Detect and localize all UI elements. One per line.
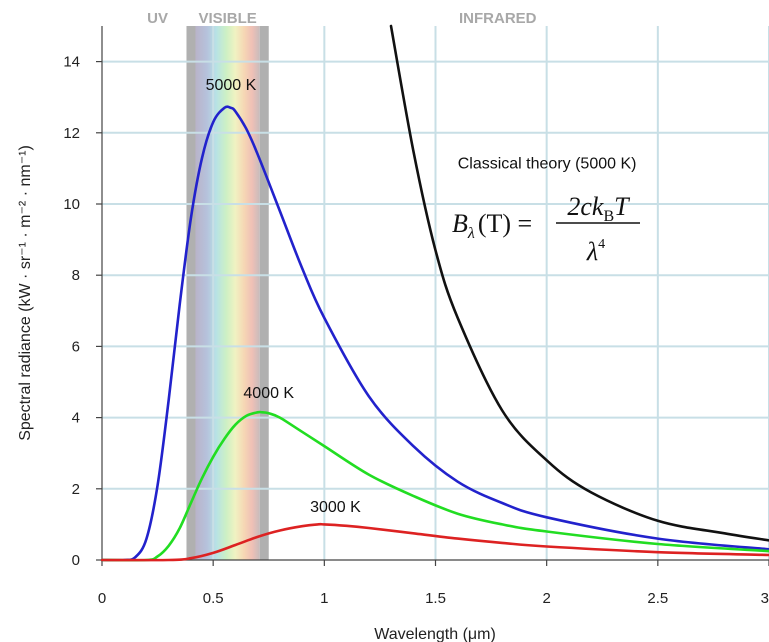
y-tick-label: 4 [72, 410, 80, 427]
y-tick-label: 2 [72, 481, 80, 498]
tick-labels: 0 0.5 1 1.5 2 2.5 3 0 2 4 6 8 10 12 14 [63, 54, 769, 607]
series-line-4000-k [100, 410, 769, 562]
visible-band-right-edge [259, 26, 269, 560]
y-tick-label: 12 [63, 125, 80, 142]
x-tick-label: 2 [542, 590, 550, 607]
y-tick-label: 14 [63, 54, 80, 71]
formula-lhs: Bλ (T) = [452, 209, 532, 242]
formula-denominator: λ4 [586, 237, 605, 266]
x-tick-label: 3 [761, 590, 769, 607]
curve-label: 4000 K [243, 385, 294, 402]
y-tick-label: 0 [72, 552, 80, 569]
y-tick-label: 8 [72, 267, 80, 284]
band-label-infrared: INFRARED [459, 10, 537, 27]
formula-numerator: 2ckBT [567, 192, 630, 225]
curve-label: 3000 K [310, 499, 361, 516]
curve-labels: 5000 K 4000 K 3000 K Classical theory (5000… [206, 77, 637, 516]
visible-band-left-edge [186, 26, 196, 560]
x-tick-label: 0 [98, 590, 106, 607]
x-axis-label: Wavelength (μm) [374, 626, 496, 642]
grid [102, 26, 769, 560]
x-tick-label: 2.5 [647, 590, 668, 607]
band-label-visible: VISIBLE [198, 10, 256, 27]
curve-label: Classical theory (5000 K) [458, 155, 637, 172]
series [100, 24, 769, 562]
curve-label: 5000 K [206, 77, 257, 94]
x-tick-label: 1.5 [425, 590, 446, 607]
y-tick-label: 10 [63, 196, 80, 213]
spectral-bands: UV VISIBLE INFRARED [147, 10, 537, 560]
y-tick-label: 6 [72, 338, 80, 355]
series-line-3000-k [100, 522, 769, 562]
band-label-uv: UV [147, 10, 168, 27]
x-tick-label: 1 [320, 590, 328, 607]
y-axis-label: Spectral radiance (kW · sr⁻¹ · m⁻² · nm⁻… [17, 145, 34, 441]
classical-formula: Bλ (T) = 2ckBT λ4 [452, 192, 640, 266]
series-line-5000-k [100, 105, 769, 562]
x-tick-label: 0.5 [203, 590, 224, 607]
series-line-classical-theory-5000-k [389, 24, 769, 542]
